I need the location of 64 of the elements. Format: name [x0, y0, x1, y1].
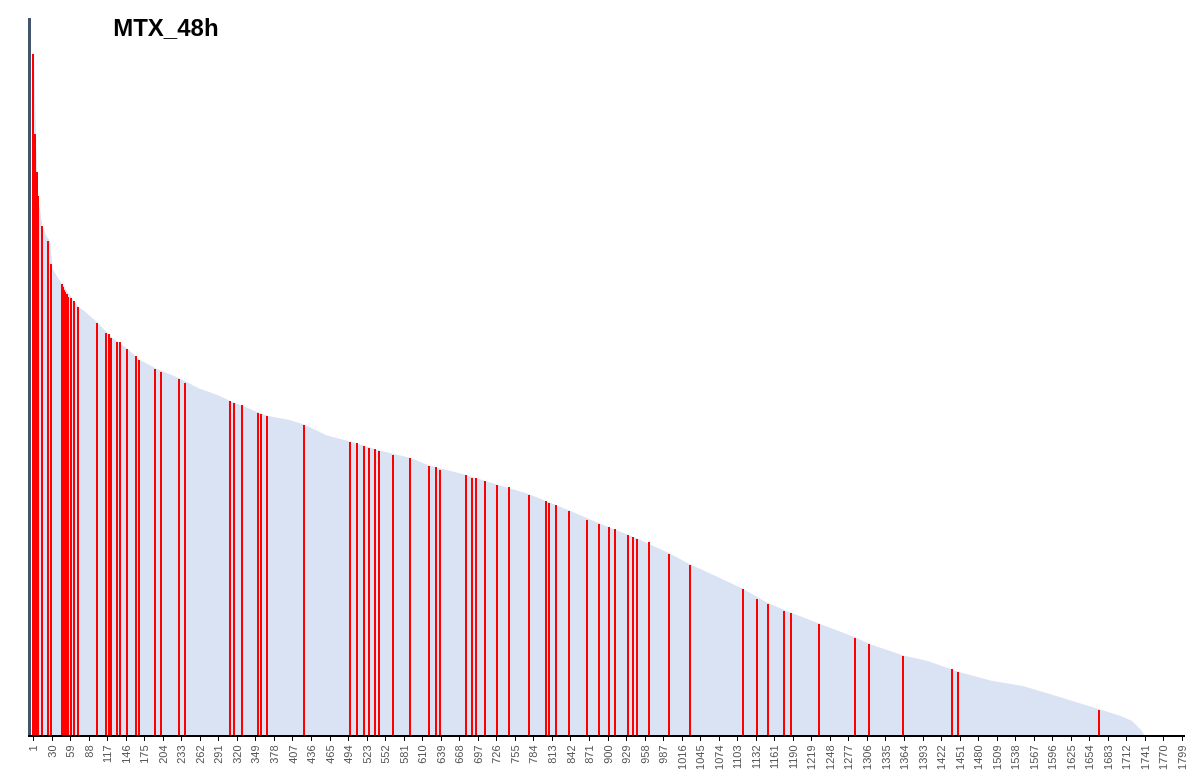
x-tick-label: 987: [657, 745, 670, 764]
x-tick-label: 813: [545, 745, 558, 764]
x-tick-label: 610: [416, 745, 429, 764]
x-tick-label: 233: [175, 745, 188, 764]
x-tick-label: 146: [119, 745, 132, 764]
x-tick-label: 1190: [786, 745, 799, 770]
x-tick-label: 349: [249, 745, 262, 764]
x-tick-label: 175: [138, 745, 151, 764]
x-tick-label: 842: [564, 745, 577, 764]
x-tick-label: 1277: [842, 745, 855, 770]
x-tick-label: 1335: [879, 745, 892, 770]
x-tick-label: 1712: [1120, 745, 1133, 770]
x-tick-label: 494: [342, 745, 355, 764]
x-tick-label: 1016: [675, 745, 688, 770]
x-tick-label: 697: [471, 745, 484, 764]
x-tick-label: 465: [323, 745, 336, 764]
x-tick-label: 784: [527, 745, 540, 764]
x-tick-label: 1741: [1138, 745, 1151, 770]
x-tick-label: 407: [286, 745, 299, 764]
x-tick-label: 262: [193, 745, 206, 764]
x-tick-label: 320: [230, 745, 243, 764]
x-tick-label: 1045: [694, 745, 707, 770]
x-tick-label: 1509: [990, 745, 1003, 770]
x-tick-label: 88: [82, 745, 95, 758]
x-tick-label: 1393: [916, 745, 929, 770]
x-tick-label: 552: [379, 745, 392, 764]
x-tick-label: 1219: [805, 745, 818, 770]
x-tick-label: 900: [601, 745, 614, 764]
x-tick-label: 1480: [972, 745, 985, 770]
x-tick-label: 1770: [1157, 745, 1170, 770]
x-tick-label: 1161: [768, 745, 781, 770]
x-tick-label: 1248: [823, 745, 836, 770]
x-tick-label: 871: [583, 745, 596, 764]
x-tick-label: 581: [397, 745, 410, 764]
x-tick-label: 1538: [1009, 745, 1022, 770]
x-tick-label: 1103: [731, 745, 744, 770]
x-tick-label: 1074: [712, 745, 725, 770]
x-tick-label: 117: [101, 745, 114, 763]
x-tick-label: 1306: [861, 745, 874, 770]
x-tick-label: 291: [212, 745, 225, 764]
x-tick-label: 1132: [749, 745, 762, 770]
x-tick-label: 1: [27, 745, 40, 752]
x-tick-label: 639: [434, 745, 447, 764]
x-tick-label: 523: [360, 745, 373, 764]
x-tick-label: 1654: [1083, 745, 1096, 770]
x-tick-label: 1422: [935, 745, 948, 770]
x-tick-label: 30: [45, 745, 58, 758]
x-tick-label: 726: [490, 745, 503, 764]
x-tick-label: 668: [453, 745, 466, 764]
x-tick-label: 1451: [953, 745, 966, 770]
x-tick-label: 1364: [898, 745, 911, 770]
x-tick-label: 929: [620, 745, 633, 764]
x-tick-label: 436: [305, 745, 318, 764]
chart-title: MTX_48h: [113, 14, 219, 42]
x-tick-label: 59: [64, 745, 77, 758]
x-tick-label: 755: [508, 745, 521, 764]
x-tick-label: 378: [268, 745, 281, 764]
x-tick-label: 1567: [1027, 745, 1040, 770]
x-tick-label: 1596: [1046, 745, 1059, 770]
x-tick-label: 958: [638, 745, 651, 764]
x-tick-label: 1683: [1101, 745, 1114, 770]
x-tick-label: 204: [156, 745, 169, 764]
x-tick-label: 1799: [1176, 745, 1189, 770]
x-tick-label: 1625: [1064, 745, 1077, 770]
